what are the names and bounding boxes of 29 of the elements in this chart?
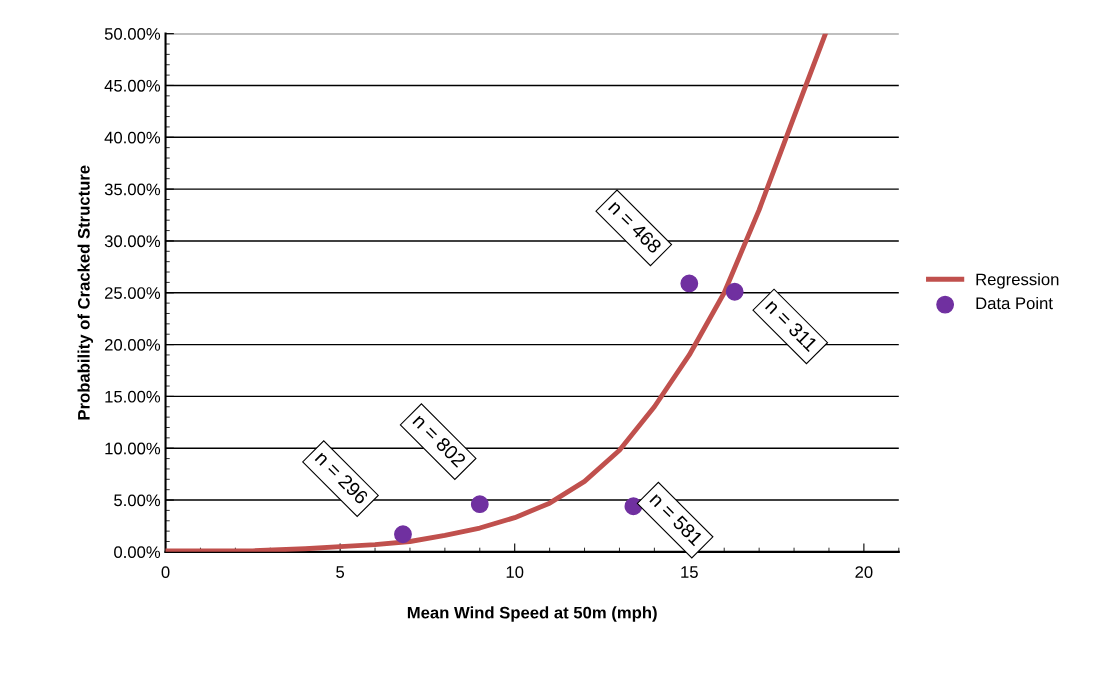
y-tick-label: 30.00% xyxy=(104,235,161,248)
y-tick-label: 0.00% xyxy=(114,546,161,559)
x-tick-label: 5 xyxy=(336,566,345,578)
y-tick-label: 40.00% xyxy=(104,131,161,144)
point xyxy=(680,274,699,293)
y-tick-label: 20.00% xyxy=(104,338,161,351)
point xyxy=(725,282,744,301)
x-tick-label: 15 xyxy=(681,566,698,578)
x-tick-label: 0 xyxy=(161,566,170,578)
legend-label: Data Point xyxy=(976,296,1053,310)
x-axis-title: Mean Wind Speed at 50m (mph) xyxy=(407,606,657,622)
annotation: n = 468 xyxy=(607,199,663,255)
annotation: n = 581 xyxy=(649,491,704,547)
legend-label: Regression xyxy=(976,273,1059,289)
y-tick-label: 25.00% xyxy=(104,287,161,299)
point xyxy=(394,525,412,544)
x-tick-label: 10 xyxy=(506,566,524,578)
annotation: n = 802 xyxy=(412,413,467,468)
y-tick-label: 45.00% xyxy=(104,79,161,92)
y-axis-title: Probability of Cracked Structure xyxy=(77,165,94,420)
y-tick-label: 50.00% xyxy=(104,28,161,40)
annotation: n = 311 xyxy=(764,298,819,353)
point xyxy=(470,495,489,514)
y-tick-label: 10.00% xyxy=(105,442,161,455)
y-tick-label: 15.00% xyxy=(105,390,161,403)
y-tick-label: 35.00% xyxy=(104,183,161,196)
annotation: n = 296 xyxy=(314,450,370,505)
y-tick-label: 5.00% xyxy=(114,494,161,507)
x-tick-label: 20 xyxy=(855,566,873,578)
